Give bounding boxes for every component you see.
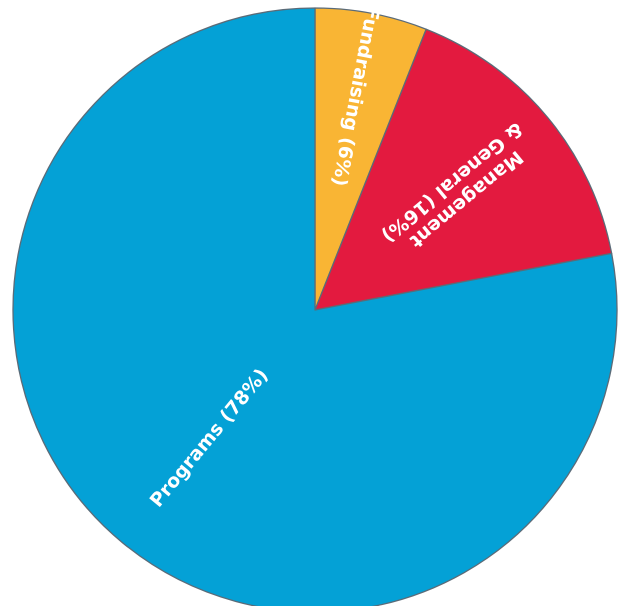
pie-slice-management-general <box>314 28 613 311</box>
pie-slice-programs <box>12 7 618 606</box>
slices-layer <box>12 7 618 606</box>
